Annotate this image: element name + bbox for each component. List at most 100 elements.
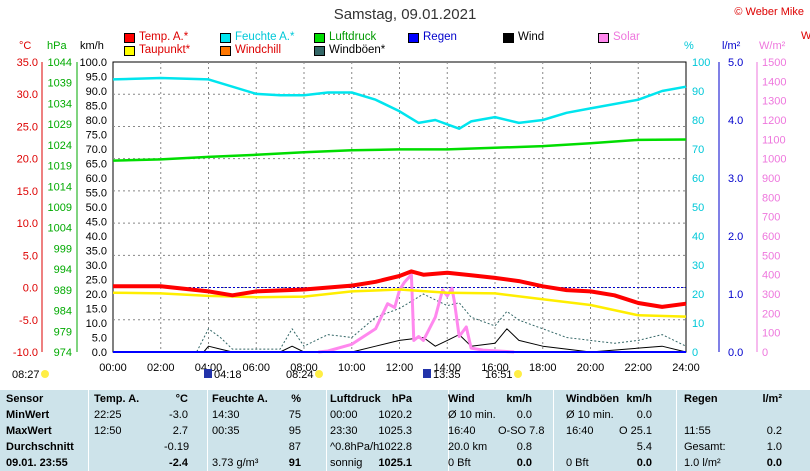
time-tick-label: 24:00 [672, 362, 700, 374]
temp-tick-label: 0.0 [23, 283, 38, 295]
table-cell: 0 Bft [566, 457, 589, 469]
table-header: l/m² [762, 393, 782, 405]
table-divider [676, 390, 677, 471]
humidity-tick-label: 50 [692, 202, 704, 214]
pressure-tick-label: 1009 [48, 202, 72, 214]
wind-tick-label: 40.0 [86, 231, 107, 243]
wind-tick-label: 30.0 [86, 260, 107, 272]
humidity-tick-label: 60 [692, 173, 704, 185]
temp-tick-label: 25.0 [17, 121, 38, 133]
wind-tick-label: 90.0 [86, 86, 107, 98]
pressure-tick-label: 984 [54, 306, 72, 318]
rain-tick-label: 3.0 [728, 173, 743, 185]
humidity-tick-label: 0 [692, 347, 698, 359]
humidity-tick-label: 70 [692, 144, 704, 156]
pressure-tick-label: 994 [54, 264, 72, 276]
table-cell: 12:50 [94, 425, 122, 437]
table-cell: 16:40 [566, 425, 594, 437]
wind-tick-label: 55.0 [86, 188, 107, 200]
summary-table: Sensor Temp. A. °C Feuchte A.% Luftdruck hPa W… [0, 390, 810, 471]
weather-chart: 35.0 30.0 25.0 20.0 15.0 10.0 5.0 0.0 -5.0 -10.0 1… [12, 57, 786, 381]
time-tick-label: 12:00 [386, 362, 414, 374]
table-cell: -3.0 [169, 409, 188, 421]
legend-label: Regen [423, 31, 457, 43]
table-cell: 1020.2 [378, 409, 412, 421]
humidity-unit: % [684, 40, 694, 52]
legend-label: Solar [613, 31, 640, 43]
humidity-swatch [220, 33, 231, 43]
table-cell: 87 [288, 441, 301, 453]
table-cell: 5.4 [636, 441, 652, 453]
time-tick-label: 06:00 [242, 362, 270, 374]
pressure-tick-label: 1014 [48, 181, 72, 193]
wind-tick-label: 50.0 [86, 202, 107, 214]
table-cell: 3.73 g/m³ [212, 457, 259, 469]
sun-icon [41, 370, 49, 378]
table-row-label: 09.01. 23:55 [6, 457, 68, 469]
humidity-tick-label: 30 [692, 260, 704, 272]
sun-time-label: 08:27 [12, 369, 40, 381]
page-title: Samstag, 09.01.2021 [333, 6, 477, 23]
humidity-tick-label: 10 [692, 318, 704, 330]
table-cell: 11:55 [684, 425, 711, 437]
time-tick-label: 10:00 [338, 362, 366, 374]
table-cell: Ø 10 min. [566, 409, 614, 421]
wind-tick-label: 70.0 [86, 144, 107, 156]
wind-unit: km/h [80, 40, 104, 52]
legend-label: Windchill [235, 44, 282, 56]
legend-label: Windböen* [329, 44, 386, 56]
sun-icon [514, 370, 522, 378]
table-header: Temp. A. [94, 393, 140, 405]
time-tick-label: 00:00 [99, 362, 127, 374]
time-tick-label: 02:00 [147, 362, 175, 374]
temp-tick-label: -10.0 [13, 347, 38, 359]
pressure-unit: hPa [47, 40, 67, 52]
wind-tick-label: 10.0 [86, 318, 107, 330]
dewpoint-swatch [124, 46, 135, 56]
table-cell: 23:30 [330, 425, 358, 437]
humidity-series-line [112, 76, 687, 130]
rain-tick-label: 5.0 [728, 57, 743, 69]
pressure-tick-label: 999 [54, 243, 72, 255]
table-cell: 0.0 [636, 457, 652, 469]
wind-tick-label: 45.0 [86, 217, 107, 229]
credit-label: © Weber Mike [734, 6, 804, 18]
solar-swatch [598, 33, 609, 43]
table-cell: 75 [288, 409, 301, 421]
table-divider [553, 390, 554, 471]
legend-label: Luftdruck [329, 31, 377, 43]
table-header: Sensor [6, 393, 44, 405]
time-tick-label: 18:00 [529, 362, 557, 374]
humidity-tick-label: 90 [692, 86, 704, 98]
pressure-tick-label: 1039 [48, 78, 72, 90]
sun-time-label: 04:18 [214, 369, 242, 381]
wind-tick-label: 85.0 [86, 101, 107, 113]
solar-tick-label: 400 [762, 270, 780, 282]
table-header: km/h [506, 393, 532, 405]
solar-tick-label: 600 [762, 231, 780, 243]
solar-tick-label: 1100 [762, 134, 786, 146]
time-tick-label: 16:00 [481, 362, 509, 374]
table-cell: 1.0 l/m² [684, 457, 721, 469]
pressure-tick-label: 979 [54, 326, 72, 338]
wind-tick-label: 5.0 [92, 333, 107, 345]
table-cell: Ø 10 min. [448, 409, 496, 421]
solar-tick-label: 900 [762, 173, 780, 185]
temp-tick-label: 5.0 [23, 250, 38, 262]
solar-tick-label: 200 [762, 308, 780, 320]
wind-tick-label: 35.0 [86, 246, 107, 258]
solar-tick-label: 1500 [762, 57, 786, 69]
wind-tick-label: 0.0 [92, 347, 107, 359]
temp-tick-label: 15.0 [17, 186, 38, 198]
table-cell: 1.0 [766, 441, 782, 453]
table-header: °C [175, 393, 188, 405]
table-cell: 14:30 [212, 409, 240, 421]
solar-tick-label: 1300 [762, 96, 786, 108]
table-cell: 1025.1 [378, 457, 412, 469]
legend-label: Temp. A.* [139, 31, 189, 43]
solar-tick-label: 1400 [762, 76, 786, 88]
temp-series-line [113, 269, 687, 309]
table-cell: 0.0 [516, 457, 532, 469]
time-tick-label: 08:00 [290, 362, 318, 374]
table-header: km/h [626, 393, 652, 405]
